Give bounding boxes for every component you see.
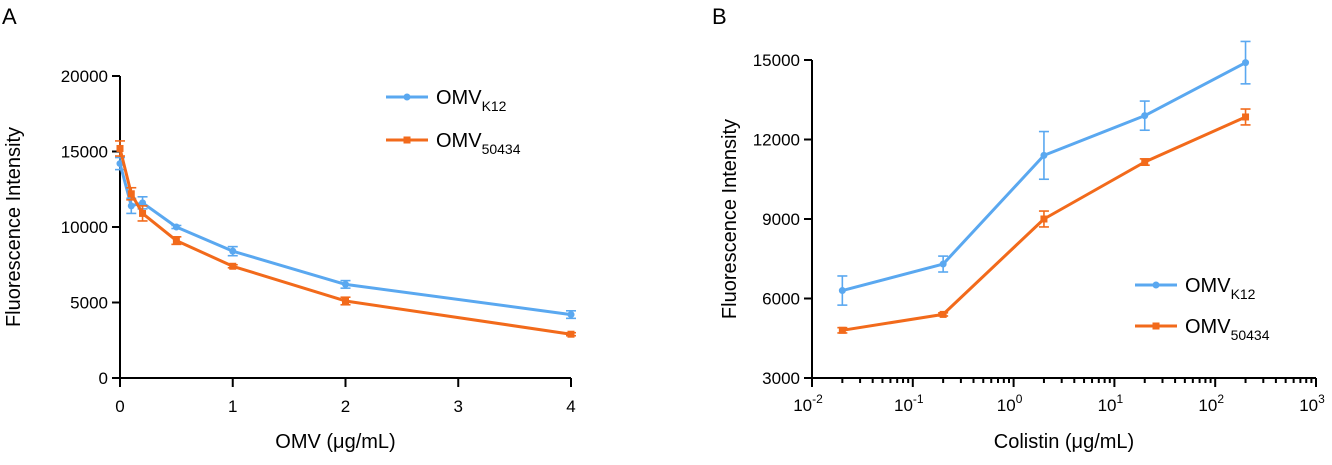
y-tick-label: 15000 xyxy=(753,51,800,70)
series-k12 xyxy=(115,156,576,320)
data-point xyxy=(342,297,349,305)
y-axis-title: Fluorescence Intensity xyxy=(719,119,741,319)
x-tick-exponent: 3 xyxy=(1318,392,1325,406)
data-point xyxy=(116,160,124,168)
y-tick-label: 10000 xyxy=(61,218,108,237)
data-point xyxy=(116,144,124,152)
x-axis-title: Colistin (μg/mL) xyxy=(994,431,1134,453)
y-tick-label: 20000 xyxy=(61,67,108,86)
x-tick-exponent: 2 xyxy=(1217,392,1224,406)
x-tick-label: 3 xyxy=(454,397,463,416)
data-point xyxy=(1141,158,1149,166)
series-k12 xyxy=(837,40,1251,306)
x-tick-label: 103 xyxy=(1299,392,1325,415)
x-tick-exponent: 0 xyxy=(1016,392,1023,406)
data-point xyxy=(172,237,180,245)
x-tick-exponent: 1 xyxy=(1117,392,1124,406)
series-line-k12 xyxy=(118,163,572,317)
x-tick-base: 10 xyxy=(793,396,812,415)
x-tick-label: 1 xyxy=(228,397,237,416)
data-point xyxy=(1242,59,1250,67)
legend-name: OMV xyxy=(1185,275,1231,297)
y-tick-label: 9000 xyxy=(762,210,800,229)
x-tick-label: 102 xyxy=(1198,392,1224,415)
y-tick-label: 3000 xyxy=(762,369,800,388)
legend-swatch-marker xyxy=(1152,281,1160,289)
legend-subscript: 50434 xyxy=(482,141,521,157)
x-tick-base: 10 xyxy=(894,396,913,415)
data-point xyxy=(939,260,947,268)
x-tick-label: 10-2 xyxy=(793,392,823,415)
x-tick-base: 10 xyxy=(1098,396,1117,415)
data-point xyxy=(127,190,135,198)
y-tick-label: 6000 xyxy=(762,290,800,309)
legend-swatch-marker xyxy=(403,136,411,144)
data-point xyxy=(1242,113,1250,121)
data-point xyxy=(1040,151,1048,159)
legend-subscript: K12 xyxy=(482,98,507,114)
legend-label: OMVK12 xyxy=(436,87,507,114)
y-tick-label: 0 xyxy=(99,369,108,388)
legend-label: OMVK12 xyxy=(1185,275,1256,302)
data-point xyxy=(567,330,575,338)
panel-letter: A xyxy=(2,4,17,29)
y-axis-title: Fluorescence Intensity xyxy=(3,127,25,327)
x-tick-base: 10 xyxy=(997,396,1016,415)
x-tick-exponent: -2 xyxy=(812,392,823,406)
y-tick-label: 5000 xyxy=(70,294,108,313)
legend-swatch-marker xyxy=(403,93,411,101)
data-point xyxy=(1040,215,1048,223)
data-point xyxy=(229,247,237,255)
chart-panel-a: A 0 5000 10000 15000 20000 0 1 2 3 4 OMV (μg/mL) Flu… xyxy=(2,4,576,453)
x-tick-base: 10 xyxy=(1299,396,1318,415)
legend-name: OMV xyxy=(1185,316,1231,338)
data-point xyxy=(1141,112,1149,120)
data-point xyxy=(567,311,575,319)
legend-name: OMV xyxy=(436,87,482,109)
data-point xyxy=(229,262,237,270)
legend-swatch-marker xyxy=(1152,322,1160,330)
legend-label: OMV50434 xyxy=(1185,316,1270,343)
x-axis-title: OMV (μg/mL) xyxy=(275,431,395,453)
legend-label: OMV50434 xyxy=(436,130,521,157)
x-tick-exponent: -1 xyxy=(913,392,924,406)
x-tick-base: 10 xyxy=(1198,396,1217,415)
x-tick-label: 2 xyxy=(341,397,350,416)
data-point xyxy=(127,202,135,210)
y-tick-label: 12000 xyxy=(753,131,800,150)
x-tick-label: 101 xyxy=(1098,392,1124,415)
legend-subscript: 50434 xyxy=(1231,327,1270,343)
legend-subscript: K12 xyxy=(1231,286,1256,302)
data-point xyxy=(172,223,180,231)
legend-name: OMV xyxy=(436,130,482,152)
y-tick-label: 15000 xyxy=(61,143,108,162)
data-point xyxy=(838,287,846,295)
series-50434 xyxy=(115,140,576,338)
data-point xyxy=(139,209,147,217)
x-tick-label: 4 xyxy=(566,397,575,416)
x-tick-label: 0 xyxy=(115,397,124,416)
data-point xyxy=(838,326,846,334)
x-tick-label: 10-1 xyxy=(894,392,924,415)
data-point xyxy=(939,310,947,318)
series-50434 xyxy=(837,108,1251,334)
x-tick-label: 100 xyxy=(997,392,1023,415)
data-point xyxy=(342,280,349,288)
panel-letter: B xyxy=(712,4,727,29)
data-point xyxy=(139,199,147,207)
